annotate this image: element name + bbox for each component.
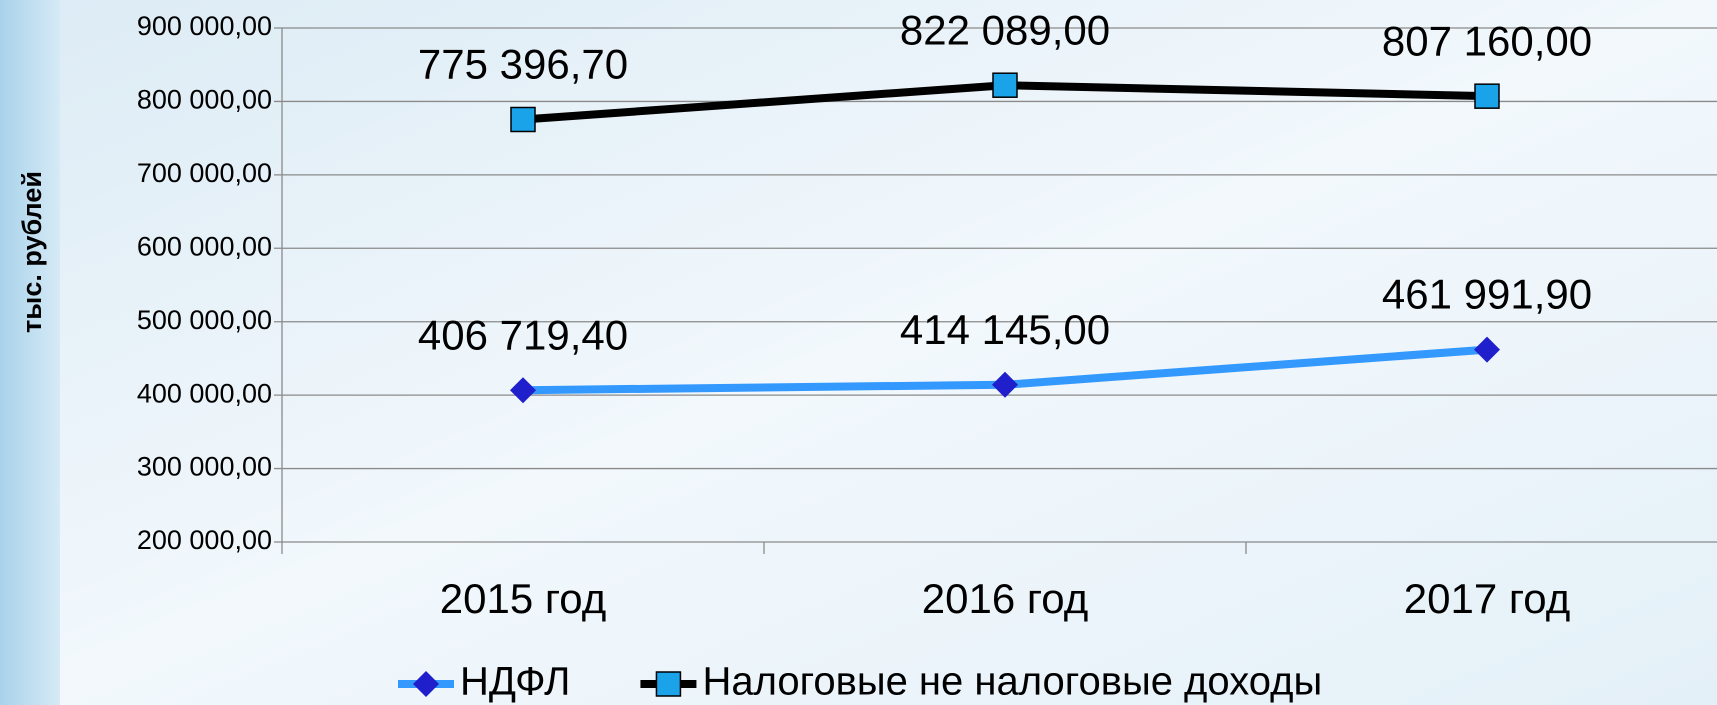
x-tick-label: 2015 год [440,575,606,622]
y-tick-label: 800 000,00 [137,85,272,115]
legend-marker [655,671,682,697]
legend-label: Налоговые не налоговые доходы [702,660,1322,704]
data-label: 775 396,70 [418,41,628,88]
y-tick-label: 700 000,00 [137,158,272,188]
data-label: 822 089,00 [900,6,1110,53]
marker [1474,336,1500,363]
data-label: 414 145,00 [900,306,1110,353]
marker [510,106,536,133]
x-tick-label: 2017 год [1404,575,1570,622]
data-label: 406 719,40 [418,311,628,358]
legend-label: НДФЛ [460,660,570,704]
marker [992,72,1018,98]
marker [510,377,536,404]
y-tick-label: 300 000,00 [137,452,272,482]
marker [992,371,1018,398]
side-strip [0,0,60,705]
data-label: 461 991,90 [1382,271,1592,318]
data-label: 807 160,00 [1382,17,1592,64]
y-axis-title: тыс. рублей [17,171,47,333]
y-tick-label: 400 000,00 [137,378,272,408]
x-tick-label: 2016 год [922,575,1088,622]
marker [1474,83,1500,109]
y-tick-label: 500 000,00 [137,305,272,335]
y-tick-label: 600 000,00 [137,231,272,261]
legend-marker [413,671,439,697]
y-tick-label: 900 000,00 [137,11,272,41]
y-tick-label: 200 000,00 [137,525,272,555]
